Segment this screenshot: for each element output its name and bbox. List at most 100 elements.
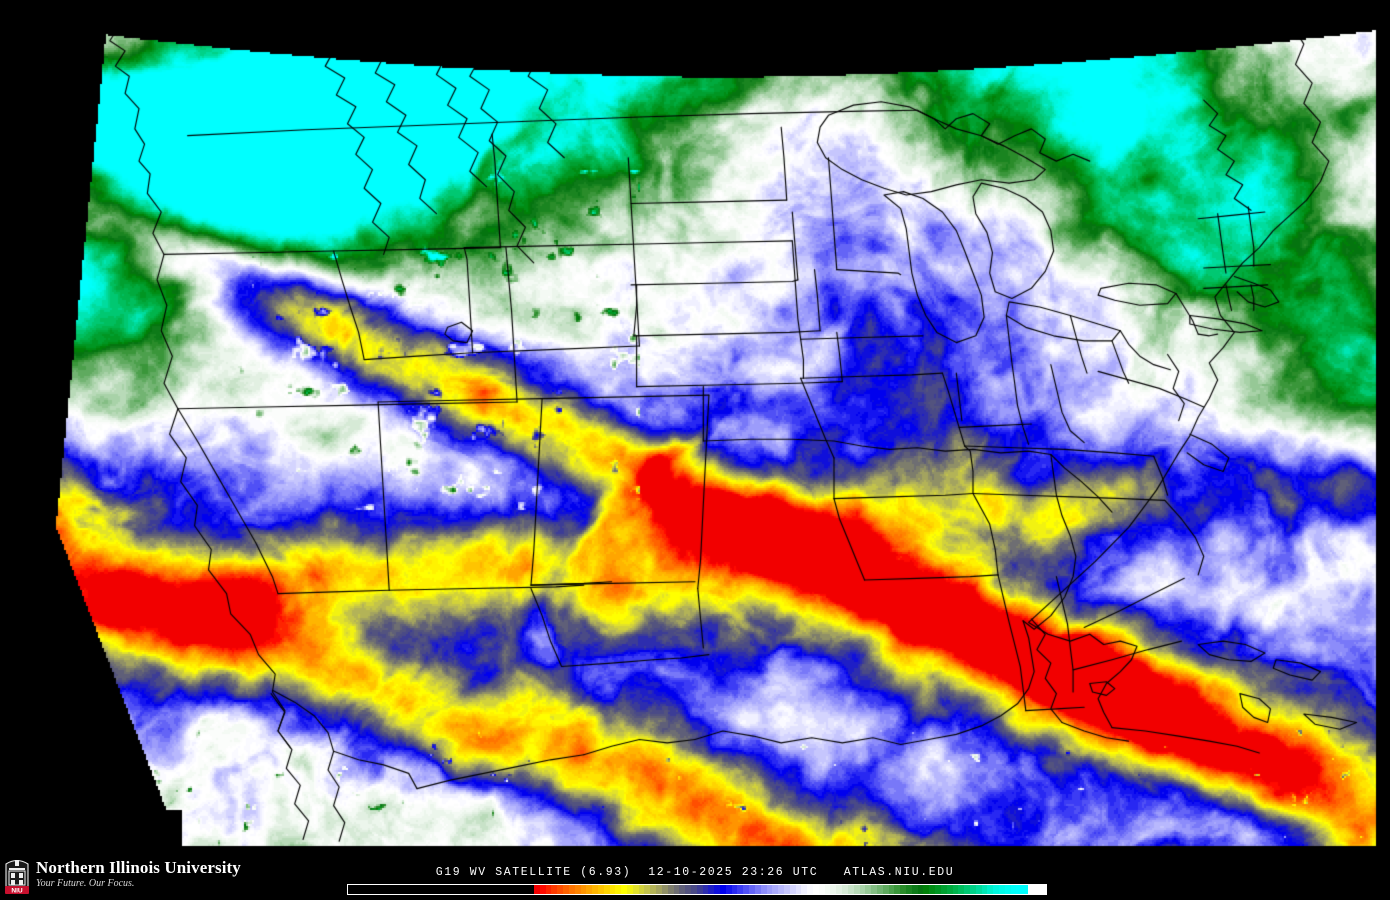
- color-swatch: [644, 885, 651, 894]
- color-swatch: [754, 885, 761, 894]
- color-swatch: [690, 885, 697, 894]
- color-swatch: [958, 885, 965, 894]
- color-swatch: [696, 885, 703, 894]
- color-swatch: [842, 885, 848, 894]
- color-swatch: [853, 885, 860, 894]
- color-swatch: [609, 885, 616, 894]
- color-swatch: [975, 885, 982, 894]
- color-swatch: [789, 885, 796, 894]
- university-name: Northern Illinois University: [36, 858, 241, 877]
- color-swatch: [377, 885, 383, 894]
- color-swatch: [371, 885, 378, 894]
- color-swatch: [452, 885, 459, 894]
- color-swatch: [592, 885, 598, 894]
- color-swatch: [940, 885, 947, 894]
- color-swatch: [987, 885, 994, 894]
- color-swatch: [917, 885, 924, 894]
- color-swatch: [894, 885, 901, 894]
- product-title-bar: G19 WV SATELLITE (6.93) 12-10-2025 23:26…: [0, 862, 1390, 880]
- color-scale-swatches: [348, 885, 1046, 894]
- color-swatch: [400, 885, 407, 894]
- color-swatch: [586, 885, 593, 894]
- color-swatch: [836, 885, 843, 894]
- color-swatch: [888, 885, 895, 894]
- color-swatch: [365, 885, 372, 894]
- color-swatch: [702, 885, 709, 894]
- color-swatch: [882, 885, 889, 894]
- footer-bar: NIU Northern Illinois University Your Fu…: [0, 848, 1390, 900]
- color-swatch: [470, 885, 476, 894]
- color-swatch: [557, 885, 564, 894]
- color-swatch: [952, 885, 959, 894]
- color-swatch: [865, 885, 872, 894]
- color-swatch: [522, 885, 529, 894]
- color-swatch: [801, 885, 808, 894]
- color-swatch: [446, 885, 453, 894]
- color-swatch: [743, 885, 750, 894]
- color-swatch: [807, 885, 813, 894]
- color-swatch: [685, 885, 691, 894]
- color-swatch: [458, 885, 465, 894]
- color-swatch: [359, 885, 366, 894]
- color-swatch: [720, 885, 726, 894]
- color-swatch: [1022, 885, 1029, 894]
- water-vapor-imagery: [0, 0, 1390, 848]
- color-scale-bar: [347, 884, 1047, 895]
- color-swatch: [661, 885, 668, 894]
- color-swatch: [679, 885, 686, 894]
- color-swatch: [348, 885, 354, 894]
- color-swatch: [627, 885, 633, 894]
- color-swatch: [435, 885, 441, 894]
- color-swatch: [906, 885, 912, 894]
- color-swatch: [778, 885, 784, 894]
- color-swatch: [632, 885, 639, 894]
- color-swatch: [382, 885, 389, 894]
- color-swatch: [487, 885, 494, 894]
- color-swatch: [499, 885, 505, 894]
- color-swatch: [981, 885, 988, 894]
- color-swatch: [481, 885, 488, 894]
- color-swatch: [621, 885, 627, 894]
- color-swatch: [510, 885, 517, 894]
- color-swatch: [504, 885, 511, 894]
- color-swatch: [423, 885, 430, 894]
- satellite-map-panel: [0, 0, 1390, 848]
- university-tagline: Your Future. Our Focus.: [36, 878, 135, 889]
- color-swatch: [725, 885, 732, 894]
- color-swatch: [999, 885, 1005, 894]
- color-swatch: [946, 885, 953, 894]
- color-swatch: [429, 885, 436, 894]
- color-swatch: [923, 885, 930, 894]
- color-swatch: [545, 885, 552, 894]
- color-swatch: [1039, 885, 1046, 894]
- color-swatch: [871, 885, 877, 894]
- color-swatch: [534, 885, 540, 894]
- color-swatch: [783, 885, 790, 894]
- color-swatch: [568, 885, 575, 894]
- color-swatch: [441, 885, 447, 894]
- color-swatch: [1010, 885, 1017, 894]
- color-swatch: [993, 885, 999, 894]
- color-swatch: [818, 885, 825, 894]
- color-swatch: [964, 885, 970, 894]
- color-swatch: [411, 885, 418, 894]
- color-swatch: [539, 885, 546, 894]
- color-swatch: [969, 885, 976, 894]
- color-swatch: [516, 885, 523, 894]
- color-swatch: [464, 885, 471, 894]
- color-swatch: [1004, 885, 1011, 894]
- color-swatch: [876, 885, 883, 894]
- color-swatch: [737, 885, 744, 894]
- niu-wordmark: Northern Illinois University Your Future…: [36, 858, 241, 890]
- color-swatch: [563, 885, 569, 894]
- color-swatch: [353, 885, 360, 894]
- color-swatch: [667, 885, 674, 894]
- color-swatch: [929, 885, 936, 894]
- color-swatch: [935, 885, 941, 894]
- color-swatch: [656, 885, 662, 894]
- color-swatch: [900, 885, 906, 894]
- color-swatch: [417, 885, 424, 894]
- color-swatch: [615, 885, 622, 894]
- color-swatch: [760, 885, 767, 894]
